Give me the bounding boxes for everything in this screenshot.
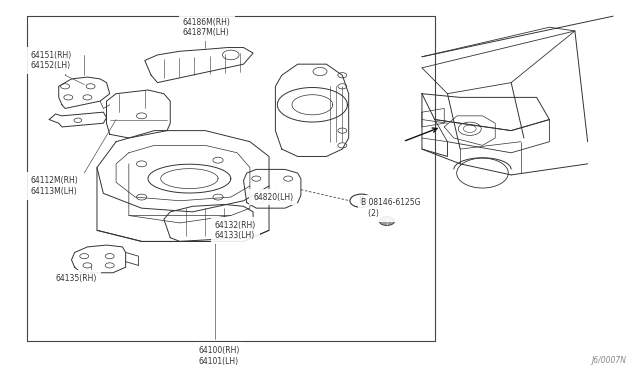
Text: J6/0007N: J6/0007N: [591, 356, 626, 365]
Text: B: B: [358, 196, 364, 205]
Text: 64151(RH)
64152(LH): 64151(RH) 64152(LH): [30, 51, 71, 70]
Text: 64112M(RH)
64113M(LH): 64112M(RH) 64113M(LH): [30, 176, 78, 196]
Text: 64135(RH): 64135(RH): [56, 274, 97, 283]
Circle shape: [380, 217, 394, 225]
Text: 64132(RH)
64133(LH): 64132(RH) 64133(LH): [215, 221, 256, 240]
Text: 64820(LH): 64820(LH): [253, 193, 293, 202]
Text: 64100(RH)
64101(LH): 64100(RH) 64101(LH): [199, 346, 240, 366]
Text: B 08146-6125G
   (2): B 08146-6125G (2): [362, 198, 421, 218]
Text: 64186M(RH)
64187M(LH): 64186M(RH) 64187M(LH): [183, 17, 231, 37]
